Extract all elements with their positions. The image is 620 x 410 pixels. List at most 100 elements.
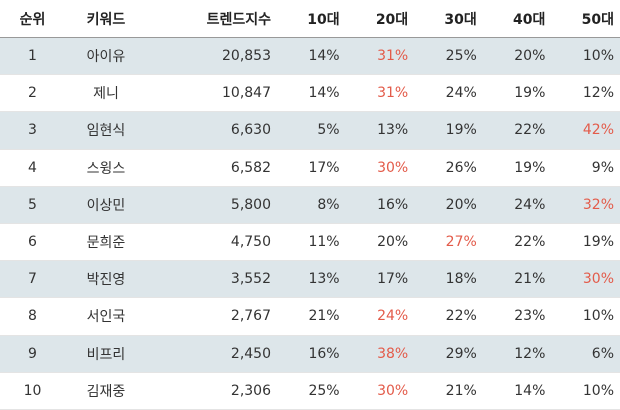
cell-age-30: 29% xyxy=(414,335,483,373)
header-age-20: 20대 xyxy=(345,0,415,38)
cell-trend-index: 10,847 xyxy=(147,74,277,113)
cell-age-10: 17% xyxy=(277,149,346,187)
header-age-40: 40대 xyxy=(482,0,552,38)
cell-age-40: 20% xyxy=(482,37,552,76)
header-age-30: 30대 xyxy=(414,0,483,38)
cell-age-30: 25% xyxy=(414,37,483,76)
cell-age-50: 9% xyxy=(551,149,620,187)
cell-age-40: 22% xyxy=(482,111,552,150)
cell-age-30: 21% xyxy=(414,372,483,410)
cell-age-20: 31% xyxy=(345,74,415,113)
header-age-50: 50대 xyxy=(551,0,620,38)
cell-keyword: 임현식 xyxy=(65,111,147,150)
cell-age-30: 19% xyxy=(414,111,483,150)
cell-age-40: 19% xyxy=(482,149,552,187)
cell-trend-index: 4,750 xyxy=(147,223,277,262)
cell-trend-index: 2,767 xyxy=(147,297,277,336)
table-row: 9 비프리 2,450 16% 38% 29% 12% 6% xyxy=(0,335,620,373)
cell-rank: 3 xyxy=(0,111,65,150)
table-row: 8 서인국 2,767 21% 24% 22% 23% 10% xyxy=(0,297,620,336)
cell-age-50: 42% xyxy=(551,111,620,150)
table-row: 2 제니 10,847 14% 31% 24% 19% 12% xyxy=(0,74,620,113)
cell-rank: 10 xyxy=(0,372,65,410)
cell-age-40: 19% xyxy=(482,74,552,113)
cell-age-10: 16% xyxy=(277,335,346,373)
cell-age-50: 32% xyxy=(551,186,620,224)
cell-rank: 4 xyxy=(0,149,65,187)
cell-age-50: 10% xyxy=(551,37,620,76)
cell-age-50: 10% xyxy=(551,372,620,410)
cell-age-20: 30% xyxy=(345,372,415,410)
cell-rank: 9 xyxy=(0,335,65,373)
table-row: 10 김재중 2,306 25% 30% 21% 14% 10% xyxy=(0,372,620,410)
header-rank: 순위 xyxy=(0,0,65,38)
cell-trend-index: 2,450 xyxy=(147,335,277,373)
cell-age-50: 12% xyxy=(551,74,620,113)
cell-keyword: 이상민 xyxy=(65,186,147,224)
cell-keyword: 김재중 xyxy=(65,372,147,410)
cell-age-50: 6% xyxy=(551,335,620,373)
cell-age-20: 16% xyxy=(345,186,415,224)
cell-rank: 1 xyxy=(0,37,65,76)
cell-age-50: 10% xyxy=(551,297,620,336)
cell-age-40: 12% xyxy=(482,335,552,373)
header-trend-index: 트렌드지수 xyxy=(147,0,277,38)
cell-trend-index: 20,853 xyxy=(147,37,277,76)
table-body: 1 아이유 20,853 14% 31% 25% 20% 10% 2 제니 10… xyxy=(0,37,620,410)
header-keyword: 키워드 xyxy=(65,0,147,38)
cell-age-10: 14% xyxy=(277,74,346,113)
table-row: 4 스윙스 6,582 17% 30% 26% 19% 9% xyxy=(0,149,620,187)
cell-age-20: 20% xyxy=(345,223,415,262)
cell-age-20: 24% xyxy=(345,297,415,336)
cell-keyword: 스윙스 xyxy=(65,149,147,187)
cell-age-10: 8% xyxy=(277,186,346,224)
cell-age-10: 5% xyxy=(277,111,346,150)
cell-age-40: 22% xyxy=(482,223,552,262)
cell-age-30: 26% xyxy=(414,149,483,187)
cell-trend-index: 6,582 xyxy=(147,149,277,187)
cell-keyword: 문희준 xyxy=(65,223,147,262)
table-row: 1 아이유 20,853 14% 31% 25% 20% 10% xyxy=(0,37,620,76)
cell-age-10: 13% xyxy=(277,260,346,299)
cell-age-30: 27% xyxy=(414,223,483,262)
cell-trend-index: 2,306 xyxy=(147,372,277,410)
table-row: 7 박진영 3,552 13% 17% 18% 21% 30% xyxy=(0,260,620,299)
cell-age-40: 24% xyxy=(482,186,552,224)
cell-age-40: 14% xyxy=(482,372,552,410)
cell-rank: 8 xyxy=(0,297,65,336)
cell-age-10: 11% xyxy=(277,223,346,262)
cell-age-40: 21% xyxy=(482,260,552,299)
cell-age-20: 30% xyxy=(345,149,415,187)
cell-keyword: 박진영 xyxy=(65,260,147,299)
cell-keyword: 제니 xyxy=(65,74,147,113)
cell-trend-index: 3,552 xyxy=(147,260,277,299)
cell-trend-index: 5,800 xyxy=(147,186,277,224)
cell-age-40: 23% xyxy=(482,297,552,336)
table-row: 3 임현식 6,630 5% 13% 19% 22% 42% xyxy=(0,111,620,150)
cell-rank: 6 xyxy=(0,223,65,262)
cell-age-10: 25% xyxy=(277,372,346,410)
cell-age-20: 13% xyxy=(345,111,415,150)
cell-age-10: 14% xyxy=(277,37,346,76)
cell-rank: 2 xyxy=(0,74,65,113)
cell-age-20: 38% xyxy=(345,335,415,373)
cell-keyword: 아이유 xyxy=(65,37,147,76)
cell-age-10: 21% xyxy=(277,297,346,336)
cell-age-20: 31% xyxy=(345,37,415,76)
cell-age-20: 17% xyxy=(345,260,415,299)
cell-age-30: 24% xyxy=(414,74,483,113)
cell-rank: 7 xyxy=(0,260,65,299)
cell-age-30: 22% xyxy=(414,297,483,336)
cell-age-50: 19% xyxy=(551,223,620,262)
cell-trend-index: 6,630 xyxy=(147,111,277,150)
header-age-10: 10대 xyxy=(277,0,346,38)
cell-keyword: 비프리 xyxy=(65,335,147,373)
cell-rank: 5 xyxy=(0,186,65,224)
table-header: 순위 키워드 트렌드지수 10대 20대 30대 40대 50대 xyxy=(0,0,620,38)
header-row: 순위 키워드 트렌드지수 10대 20대 30대 40대 50대 xyxy=(0,0,620,38)
cell-keyword: 서인국 xyxy=(65,297,147,336)
table-row: 5 이상민 5,800 8% 16% 20% 24% 32% xyxy=(0,186,620,224)
cell-age-30: 20% xyxy=(414,186,483,224)
cell-age-30: 18% xyxy=(414,260,483,299)
